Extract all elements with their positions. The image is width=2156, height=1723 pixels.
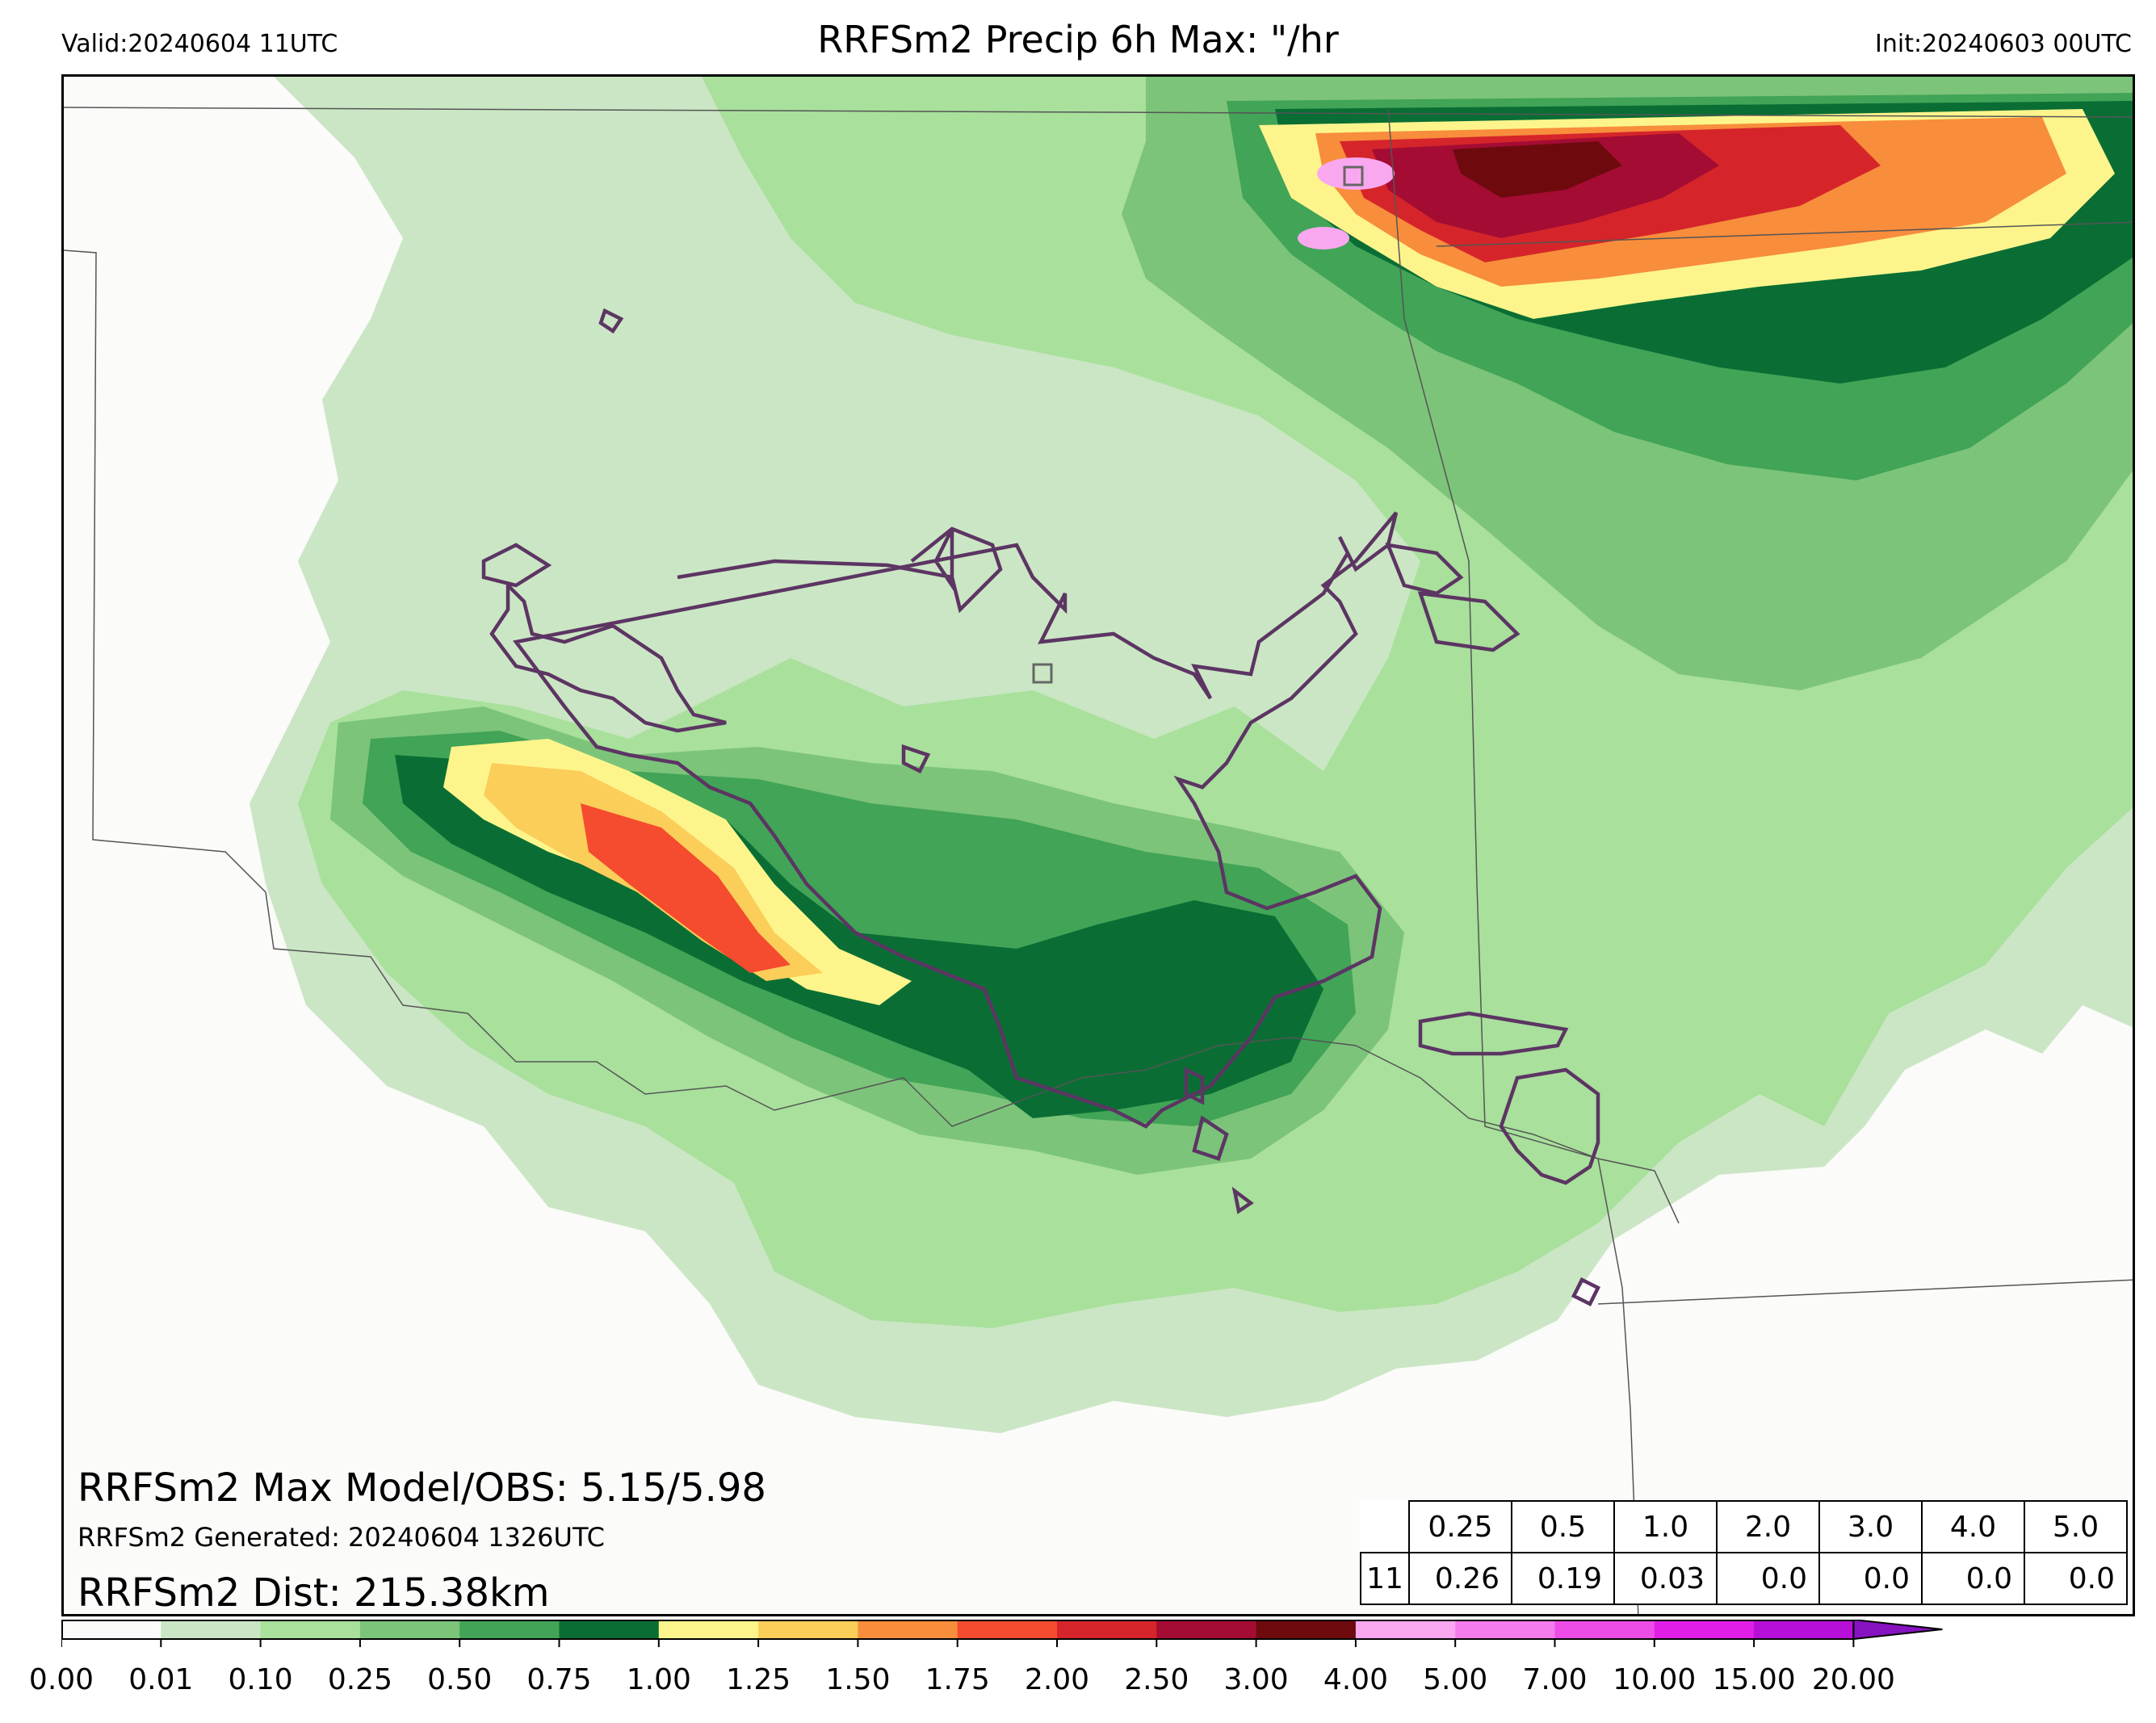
precip-region-300 [1453, 141, 1622, 198]
threshold-cell: 5.0 [2024, 1500, 2128, 1553]
station-marker [1032, 663, 1053, 684]
colorbar-segment [1057, 1620, 1157, 1639]
colorbar-tick-label: 0.25 [327, 1663, 392, 1696]
value-cell: 0.0 [2024, 1552, 2128, 1605]
colorbar-segment [1455, 1620, 1555, 1639]
colorbar-segment [1654, 1620, 1755, 1639]
precip-region-400 [1317, 157, 1395, 190]
value-cell: 0.26 [1408, 1552, 1512, 1605]
value-cell: 0.19 [1511, 1552, 1615, 1605]
colorbar-tick-label: 5.00 [1423, 1663, 1488, 1696]
init-time-label: Init:20240603 00UTC [1875, 30, 2132, 58]
station-marker [1343, 166, 1364, 187]
threshold-cell: 2.0 [1716, 1500, 1820, 1553]
colorbar-tick-label: 3.00 [1223, 1663, 1289, 1696]
colorbar-tick-label: 0.00 [28, 1663, 94, 1696]
colorbar-tick-label: 1.25 [726, 1663, 791, 1696]
colorbar-segment [957, 1620, 1058, 1639]
value-cell: 0.0 [1818, 1552, 1923, 1605]
precip-region-175 [581, 803, 791, 973]
colorbar-segment [1256, 1620, 1357, 1639]
colorbar-segment [1554, 1620, 1655, 1639]
colorbar-segment [359, 1620, 460, 1639]
value-cell: 0.0 [1921, 1552, 2025, 1605]
value-cell: 0.03 [1613, 1552, 1718, 1605]
colorbar-segment [260, 1620, 361, 1639]
threshold-cell: 1.0 [1613, 1500, 1718, 1553]
state-borders [64, 107, 2133, 1614]
row-label-cell: 11 [1360, 1552, 1410, 1605]
colorbar-tick-label: 10.00 [1613, 1663, 1697, 1696]
max-model-obs-label: RRFSm2 Max Model/OBS: 5.15/5.98 [78, 1465, 766, 1511]
threshold-cell: 0.25 [1408, 1500, 1512, 1553]
colorbar-tick-label: 1.75 [925, 1663, 990, 1696]
generated-label: RRFSm2 Generated: 20240604 1326UTC [78, 1522, 605, 1553]
colorbar-segment [1156, 1620, 1257, 1639]
obs-contour [481, 308, 1601, 1307]
colorbar-segment [559, 1620, 660, 1639]
colorbar-segment [858, 1620, 958, 1639]
colorbar-segment [61, 1620, 161, 1639]
colorbar-tick-label: 7.00 [1522, 1663, 1588, 1696]
colorbar-segment [1754, 1620, 1854, 1639]
threshold-cell: 0.5 [1511, 1500, 1615, 1553]
colorbar-tick-label: 0.75 [526, 1663, 592, 1696]
colorbar-segment [1355, 1620, 1456, 1639]
distance-label: RRFSm2 Dist: 215.38km [78, 1570, 550, 1616]
colorbar-tick-label: 20.00 [1811, 1663, 1895, 1696]
colorbar-segment [758, 1620, 858, 1639]
colorbar-tick-label: 2.50 [1124, 1663, 1189, 1696]
colorbar-tick-label: 0.01 [128, 1663, 194, 1696]
value-cell: 0.0 [1716, 1552, 1820, 1605]
precip-region-400b [1298, 227, 1349, 249]
colorbar-segment [459, 1620, 560, 1639]
threshold-cell: 3.0 [1818, 1500, 1923, 1553]
colorbar-segment [161, 1620, 262, 1639]
colorbar [61, 1620, 1943, 1647]
colorbar-extend-arrow [1852, 1620, 1943, 1641]
precip-field [64, 77, 2133, 1614]
colorbar-tick-label: 15.00 [1712, 1663, 1796, 1696]
colorbar-tick-label: 2.00 [1024, 1663, 1090, 1696]
colorbar-segment [658, 1620, 759, 1639]
precip-map [61, 74, 2135, 1616]
colorbar-tick-label: 0.10 [228, 1663, 293, 1696]
colorbar-tick-label: 1.00 [626, 1663, 691, 1696]
valid-time-label: Valid:20240604 11UTC [61, 30, 338, 58]
colorbar-tick-label: 4.00 [1323, 1663, 1388, 1696]
threshold-stats-table: 0.25 0.5 1.0 2.0 3.0 4.0 5.0 11 0.26 0.1… [1360, 1500, 2128, 1605]
threshold-cell: 4.0 [1921, 1500, 2025, 1553]
map-title: RRFSm2 Precip 6h Max: "/hr [817, 18, 1339, 61]
colorbar-tick-label: 1.50 [825, 1663, 891, 1696]
colorbar-tick-label: 0.50 [427, 1663, 493, 1696]
